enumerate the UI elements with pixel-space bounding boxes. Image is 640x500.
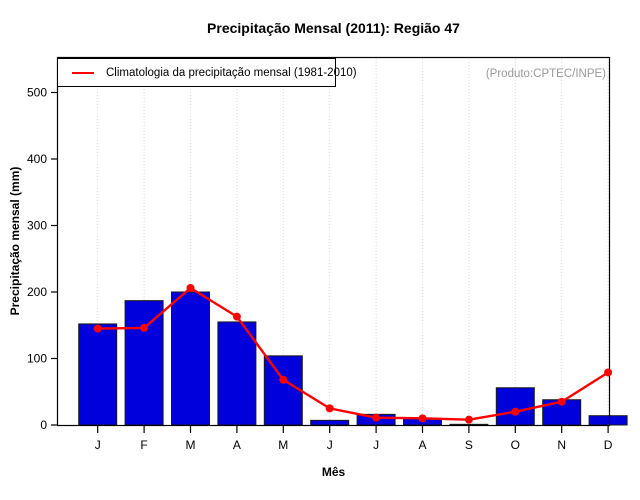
bar-J6 [310, 419, 350, 426]
x-tick-label-4: A [233, 438, 241, 452]
climatology-point-11 [557, 397, 566, 406]
y-tick-label-300: 300 [27, 219, 47, 233]
climatology-point-5 [279, 375, 288, 384]
climatology-point-1 [93, 324, 102, 333]
legend-label: Climatologia da precipitação mensal (198… [106, 66, 357, 79]
x-tick-label-10: O [511, 438, 520, 452]
x-tick-label-5: M [278, 438, 288, 452]
climatology-point-4 [232, 312, 241, 321]
legend-line-swatch [72, 71, 94, 74]
y-tick-label-400: 400 [27, 152, 47, 166]
y-tick-label-0: 0 [40, 418, 47, 432]
producer-annotation: (Produto:CPTEC/INPE) [485, 68, 606, 80]
legend: Climatologia da precipitação mensal (198… [57, 58, 357, 87]
x-tick-label-12: D [604, 438, 613, 452]
climatology-line [97, 286, 609, 421]
x-tick-label-6: J [327, 438, 333, 452]
y-tick-label-500: 500 [27, 86, 47, 100]
climatology-point-8 [418, 414, 427, 423]
climatology-point-2 [140, 323, 149, 332]
bar-O10 [495, 387, 535, 426]
x-axis-label: Mês [321, 465, 346, 479]
x-tick-label-1: J [95, 438, 101, 452]
y-tick-label-200: 200 [27, 285, 47, 299]
climatology-point-12 [604, 368, 613, 377]
plot-border [56, 56, 611, 427]
climatology-point-6 [325, 404, 334, 413]
x-tick-label-9: S [465, 438, 473, 452]
x-tick-label-3: M [186, 438, 196, 452]
y-axis-label: Precipitação mensal (mm) [8, 166, 22, 316]
bar-D12 [588, 415, 628, 426]
x-tick-label-11: N [557, 438, 566, 452]
climatology-point-9 [464, 415, 473, 424]
y-tick-label-100: 100 [27, 352, 47, 366]
climatology-point-7 [372, 413, 381, 422]
chart-title: Precipitação Mensal (2011): Região 47 [207, 20, 460, 36]
x-tick-label-8: A [418, 438, 426, 452]
bar-F2 [124, 300, 164, 426]
bar-M3 [171, 291, 210, 426]
climatology-point-10 [511, 407, 520, 416]
bar-A4 [217, 321, 257, 426]
x-tick-label-2: F [140, 438, 147, 452]
climatology-point-3 [186, 284, 195, 293]
bar-M5 [263, 355, 303, 426]
x-tick-label-7: J [373, 438, 379, 452]
bar-J1 [78, 323, 118, 426]
